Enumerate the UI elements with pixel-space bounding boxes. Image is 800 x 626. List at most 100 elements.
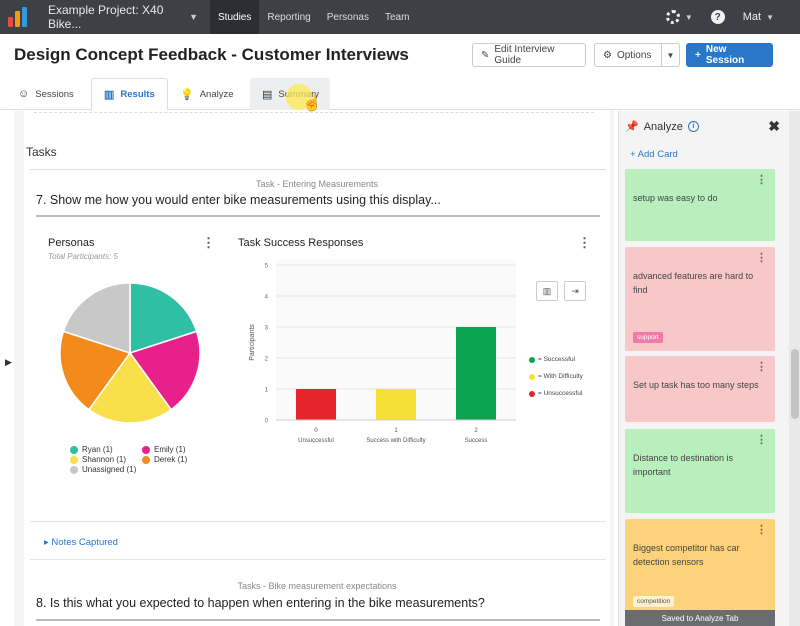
users-icon: ☺ <box>18 88 30 100</box>
edit-interview-guide-button[interactable]: ✎ Edit Interview Guide <box>472 43 586 67</box>
y-axis-label: Participants <box>249 324 256 361</box>
legend-item: Shannon (1) <box>70 455 142 464</box>
question-underline <box>36 215 600 217</box>
analyze-panel: 📌 Analyze i ✖ + Add Card ⋮ setup was eas… <box>618 111 800 626</box>
analyze-card[interactable]: ⋮ Biggest competitor has car detection s… <box>625 519 775 619</box>
info-icon[interactable]: i <box>687 121 699 132</box>
chevron-down-icon: ▼ <box>189 12 198 22</box>
project-name: Example Project: X40 Bike... <box>48 3 164 31</box>
cursor-highlight <box>286 84 312 110</box>
kebab-menu-icon[interactable]: ⋮ <box>756 524 767 536</box>
personas-legend: Ryan (1) Emily (1) Shannon (1) Derek (1)… <box>70 445 202 474</box>
tab-label: Analyze <box>199 88 234 100</box>
nav-team[interactable]: Team <box>384 11 410 23</box>
settings-menu[interactable]: ▼ <box>665 10 693 24</box>
kebab-menu-icon[interactable]: ⋮ <box>578 235 591 250</box>
scrollbar-thumb[interactable] <box>791 349 799 419</box>
results-scroll-area: Tasks Task - Entering Measurements 7. Sh… <box>14 111 614 626</box>
notes-captured-toggle[interactable]: ▸ Notes Captured <box>44 537 118 548</box>
card-text: advanced features are hard to find <box>633 271 754 295</box>
help-icon[interactable]: ? <box>710 10 725 24</box>
user-name: Mat <box>742 11 762 23</box>
divider <box>30 521 606 522</box>
task-success-bar-chart: 0 1 2 3 4 5 Participants 0 Unsuccessful 1 Success … <box>249 259 516 444</box>
kebab-menu-icon[interactable]: ⋮ <box>756 252 767 264</box>
saved-toast: Saved to Analyze Tab <box>625 610 775 626</box>
analyze-card[interactable]: ⋮ Set up task has too many steps <box>625 356 775 422</box>
x-tick-label: Unsuccessful <box>298 438 334 444</box>
tab-analyze[interactable]: 💡 Analyze <box>168 78 246 110</box>
bar[interactable] <box>456 327 496 420</box>
analyze-card[interactable]: ⋮ Distance to destination is important <box>625 429 775 513</box>
legend-label: Shannon (1) <box>82 455 127 464</box>
legend-swatch <box>529 390 535 397</box>
y-tick-label: 4 <box>265 295 269 301</box>
personas-pie-chart <box>59 282 201 424</box>
tab-label: Results <box>120 88 155 100</box>
pie-slice <box>59 330 132 411</box>
x-tick-code: 0 <box>314 428 318 434</box>
legend-swatch <box>70 455 78 464</box>
app-logo[interactable] <box>0 0 34 34</box>
legend-item: = With Difficulty <box>529 368 583 385</box>
page-title: Design Concept Feedback - Customer Inter… <box>14 45 409 64</box>
kebab-menu-icon[interactable]: ⋮ <box>756 361 767 373</box>
bar-chart-icon: ▥ <box>104 88 115 101</box>
y-tick-label: 2 <box>265 357 269 363</box>
nav-reporting[interactable]: Reporting <box>267 11 311 23</box>
personas-chart-subtitle: Total Participants: 5 <box>48 252 118 261</box>
pie-slice <box>87 351 173 424</box>
analyze-panel-header: 📌 Analyze i <box>625 120 699 133</box>
question-category: Task - Entering Measurements <box>255 179 379 189</box>
bar-chart-view-icon[interactable]: ▥ <box>536 281 558 301</box>
previous-section-edge <box>34 112 594 120</box>
nav-studies[interactable]: Studies <box>210 0 260 34</box>
pin-icon: 📌 <box>625 121 639 133</box>
legend-swatch <box>142 455 150 464</box>
panel-scrollbar[interactable] <box>789 111 800 626</box>
x-tick-label: Success <box>465 438 488 444</box>
pencil-icon: ✎ <box>481 49 490 61</box>
kebab-menu-icon[interactable]: ⋮ <box>756 434 767 446</box>
project-selector[interactable]: Example Project: X40 Bike... ▼ <box>48 3 198 31</box>
tab-results[interactable]: ▥ Results <box>91 78 168 111</box>
legend-item: Emily (1) <box>142 445 202 454</box>
tab-sessions[interactable]: ☺ Sessions <box>6 78 86 110</box>
kebab-menu-icon[interactable]: ⋮ <box>756 174 767 186</box>
legend-label: Ryan (1) <box>82 445 113 454</box>
add-card-link[interactable]: + Add Card <box>630 149 678 160</box>
kebab-menu-icon[interactable]: ⋮ <box>202 235 215 250</box>
options-button[interactable]: ⚙ Options ▼ <box>594 43 680 67</box>
chevron-down-icon[interactable]: ▼ <box>661 44 679 66</box>
legend-item: Ryan (1) <box>70 445 142 454</box>
analyze-card[interactable]: ⋮ setup was easy to do <box>625 169 775 241</box>
edit-interview-guide-label: Edit Interview Guide <box>494 44 555 66</box>
user-menu[interactable]: Mat ▼ <box>743 11 774 23</box>
personas-chart-title: Personas <box>48 237 95 249</box>
caret-right-icon[interactable]: ▶ <box>5 357 12 367</box>
pie-slice <box>128 330 201 411</box>
bar[interactable] <box>296 389 336 420</box>
y-tick-label: 3 <box>265 326 269 332</box>
legend-label: = Unsuccessful <box>538 390 583 397</box>
legend-item: = Successful <box>529 351 583 368</box>
pie-slice <box>129 282 198 355</box>
pointer-cursor-icon: ☝ <box>302 95 322 112</box>
x-tick-code: 1 <box>394 428 398 434</box>
top-right-controls: ▼ ? Mat ▼ <box>665 0 774 34</box>
tab-label: Sessions <box>35 88 74 100</box>
divider <box>30 559 606 560</box>
nav-personas[interactable]: Personas <box>326 11 369 23</box>
bar[interactable] <box>376 389 416 420</box>
y-tick-label: 5 <box>265 264 269 270</box>
legend-item: Derek (1) <box>142 455 202 464</box>
chart-settings-icon[interactable]: ⇥ <box>564 281 586 301</box>
analyze-card[interactable]: ⋮ advanced features are hard to find sup… <box>625 247 775 351</box>
close-icon[interactable]: ✖ <box>768 118 780 134</box>
card-text: setup was easy to do <box>633 193 718 203</box>
section-title: Tasks <box>26 145 57 159</box>
new-session-button[interactable]: + New Session <box>686 43 773 67</box>
card-tag: competition <box>633 596 675 607</box>
legend-item: Unassigned (1) <box>70 465 142 474</box>
main-nav: Studies Reporting Personas Team <box>210 0 417 34</box>
